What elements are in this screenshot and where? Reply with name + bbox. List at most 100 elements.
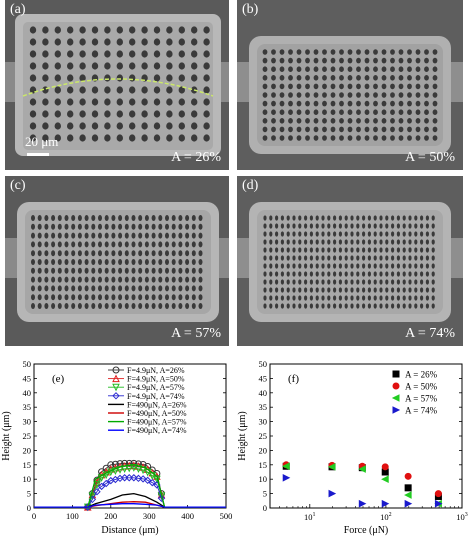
data-point [381, 499, 390, 508]
y-axis-label: Height (μm) [1, 411, 12, 461]
y-tick-label: 40 [23, 388, 32, 398]
sem-panel-d: (d) A = 74% [237, 176, 463, 346]
data-point [381, 475, 389, 484]
legend-entry: F=4.9μN, A=26% [127, 366, 185, 375]
data-point [404, 484, 412, 492]
legend-entry: A = 26% [405, 370, 438, 380]
data-point [434, 499, 443, 508]
x-axis-label: Distance (μm) [101, 525, 158, 536]
data-point [327, 463, 336, 471]
series-line [34, 467, 226, 508]
panel-label-a: (a) [10, 2, 26, 17]
data-point [143, 476, 152, 485]
y-tick-label: 40 [259, 388, 268, 398]
data-point [434, 490, 442, 498]
x-tick-exponent: 1 [313, 512, 316, 518]
data-point [404, 491, 412, 499]
y-tick-label: 25 [259, 431, 268, 441]
series-line [34, 503, 226, 508]
y-tick-label: 10 [23, 474, 32, 484]
y-tick-label: 45 [259, 373, 268, 383]
legend-entry: F=4.9μN, A=57% [127, 383, 185, 392]
x-tick-exponent: 3 [465, 512, 468, 518]
series-line [34, 464, 226, 508]
y-tick-label: 20 [23, 445, 32, 455]
legend-entry: F=490μN, A=57% [127, 418, 187, 427]
data-point [328, 489, 337, 498]
y-tick-label: 0 [263, 503, 267, 513]
data-point [282, 462, 290, 471]
x-tick-label: 0 [32, 511, 36, 521]
y-tick-label: 10 [259, 474, 268, 484]
y-tick-label: 35 [259, 402, 268, 412]
x-tick-label: 100 [66, 511, 79, 521]
sem-image-a [5, 0, 229, 170]
series-line [34, 492, 226, 508]
legend-marker [392, 406, 401, 414]
data-point [134, 460, 142, 468]
y-tick-label: 30 [259, 417, 268, 427]
data-point [111, 467, 120, 475]
data-point [107, 461, 115, 469]
sem-panel-b: (b) A = 50% [237, 0, 463, 170]
x-tick-label: 103 [456, 512, 468, 522]
legend-entry: F=4.9μN, A=50% [127, 375, 185, 384]
chart-f: 0 5 10 15 20 25 30 35 40 45 50 Height (μm) Force (μN… [237, 359, 468, 536]
series-3 [282, 473, 443, 508]
legend-entry: F=4.9μN, A=74% [127, 392, 185, 401]
y-tick-label: 25 [23, 431, 32, 441]
scale-bar-label: 20 μm [25, 134, 59, 149]
y-tick-label: 20 [259, 445, 268, 455]
legend-entry: F=490μN, A=74% [127, 426, 187, 435]
legend-marker [391, 394, 400, 402]
data-point [102, 479, 110, 488]
scale-bar [27, 153, 49, 156]
area-label-d: A = 74% [405, 326, 455, 341]
data-point [134, 474, 143, 483]
sem-image-b [237, 0, 463, 170]
data-point [282, 473, 291, 482]
legend-marker [112, 383, 120, 392]
series-3 [34, 474, 226, 511]
y-tick-label: 45 [23, 373, 32, 383]
data-point [97, 474, 106, 482]
legend-entry: A = 57% [405, 394, 438, 404]
panel-label-c: (c) [10, 178, 26, 193]
x-tick-label: 200 [104, 511, 117, 521]
series-6 [34, 464, 226, 508]
data-point [125, 459, 133, 467]
y-tick-label: 5 [27, 489, 31, 499]
data-point [93, 487, 101, 496]
y-tick-label: 50 [23, 359, 32, 369]
chart-e: 0 5 10 15 20 25 30 35 40 45 50 Height (μm) Distance … [1, 359, 233, 536]
legend-e: F=4.9μN, A=26%F=4.9μN, A=50%F=4.9μN, A=5… [108, 366, 187, 435]
data-point [102, 471, 111, 479]
series-4 [34, 492, 226, 508]
legend-marker [392, 382, 400, 390]
y-tick-label: 30 [23, 417, 32, 427]
data-point [358, 499, 367, 508]
legend-marker [392, 370, 400, 378]
sem-panel-a: (a) 20 μm A = 26% [5, 0, 229, 170]
data-point [93, 481, 101, 489]
y-axis-label: Height (μm) [237, 411, 248, 461]
chart-panel-label: (e) [52, 373, 65, 385]
y-tick-label: 5 [263, 489, 267, 499]
data-point [139, 475, 147, 483]
data-point [404, 472, 412, 480]
sem-image-c [5, 176, 229, 346]
legend-marker [112, 374, 120, 383]
data-point [381, 463, 389, 471]
y-tick-label: 15 [23, 460, 32, 470]
data-point [358, 465, 366, 473]
data-point [97, 482, 106, 491]
series-line [34, 477, 226, 508]
data-point [130, 474, 138, 482]
legend-entry: A = 74% [405, 406, 438, 416]
y-tick-label: 50 [259, 359, 268, 369]
series-line [34, 464, 226, 508]
y-tick-label: 15 [259, 460, 268, 470]
x-tick-label: 500 [220, 511, 233, 521]
data-point [130, 459, 138, 467]
data-point [148, 478, 156, 487]
